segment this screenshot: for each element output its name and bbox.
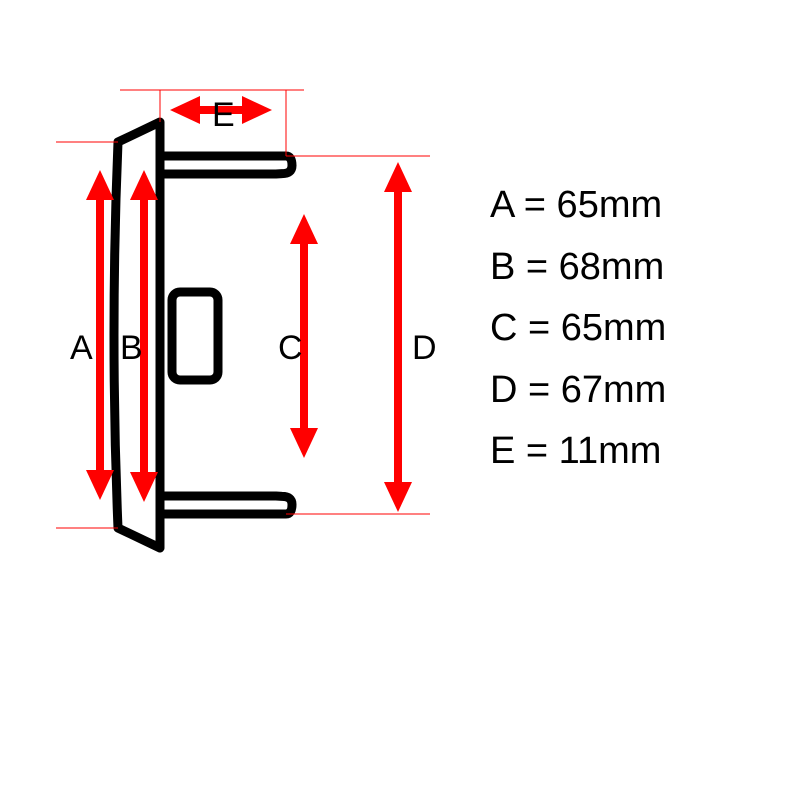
diagram-svg: AB C D E [0, 0, 800, 800]
dimension-legend: A = 65mm B = 68mm C = 65mm D = 67mm E = … [490, 175, 666, 483]
svg-text:B: B [120, 329, 143, 367]
svg-text:E: E [212, 96, 235, 134]
legend-row: E = 11mm [490, 421, 666, 483]
svg-text:D: D [412, 329, 437, 367]
svg-text:A: A [70, 329, 93, 367]
diagram-stage: AB C D E A = 65mm B = 68mm C = 65mm D = 67m… [0, 0, 800, 800]
legend-row: C = 65mm [490, 298, 666, 360]
legend-row: A = 65mm [490, 175, 666, 237]
legend-row: D = 67mm [490, 360, 666, 422]
svg-text:C: C [278, 329, 303, 367]
legend-row: B = 68mm [490, 237, 666, 299]
